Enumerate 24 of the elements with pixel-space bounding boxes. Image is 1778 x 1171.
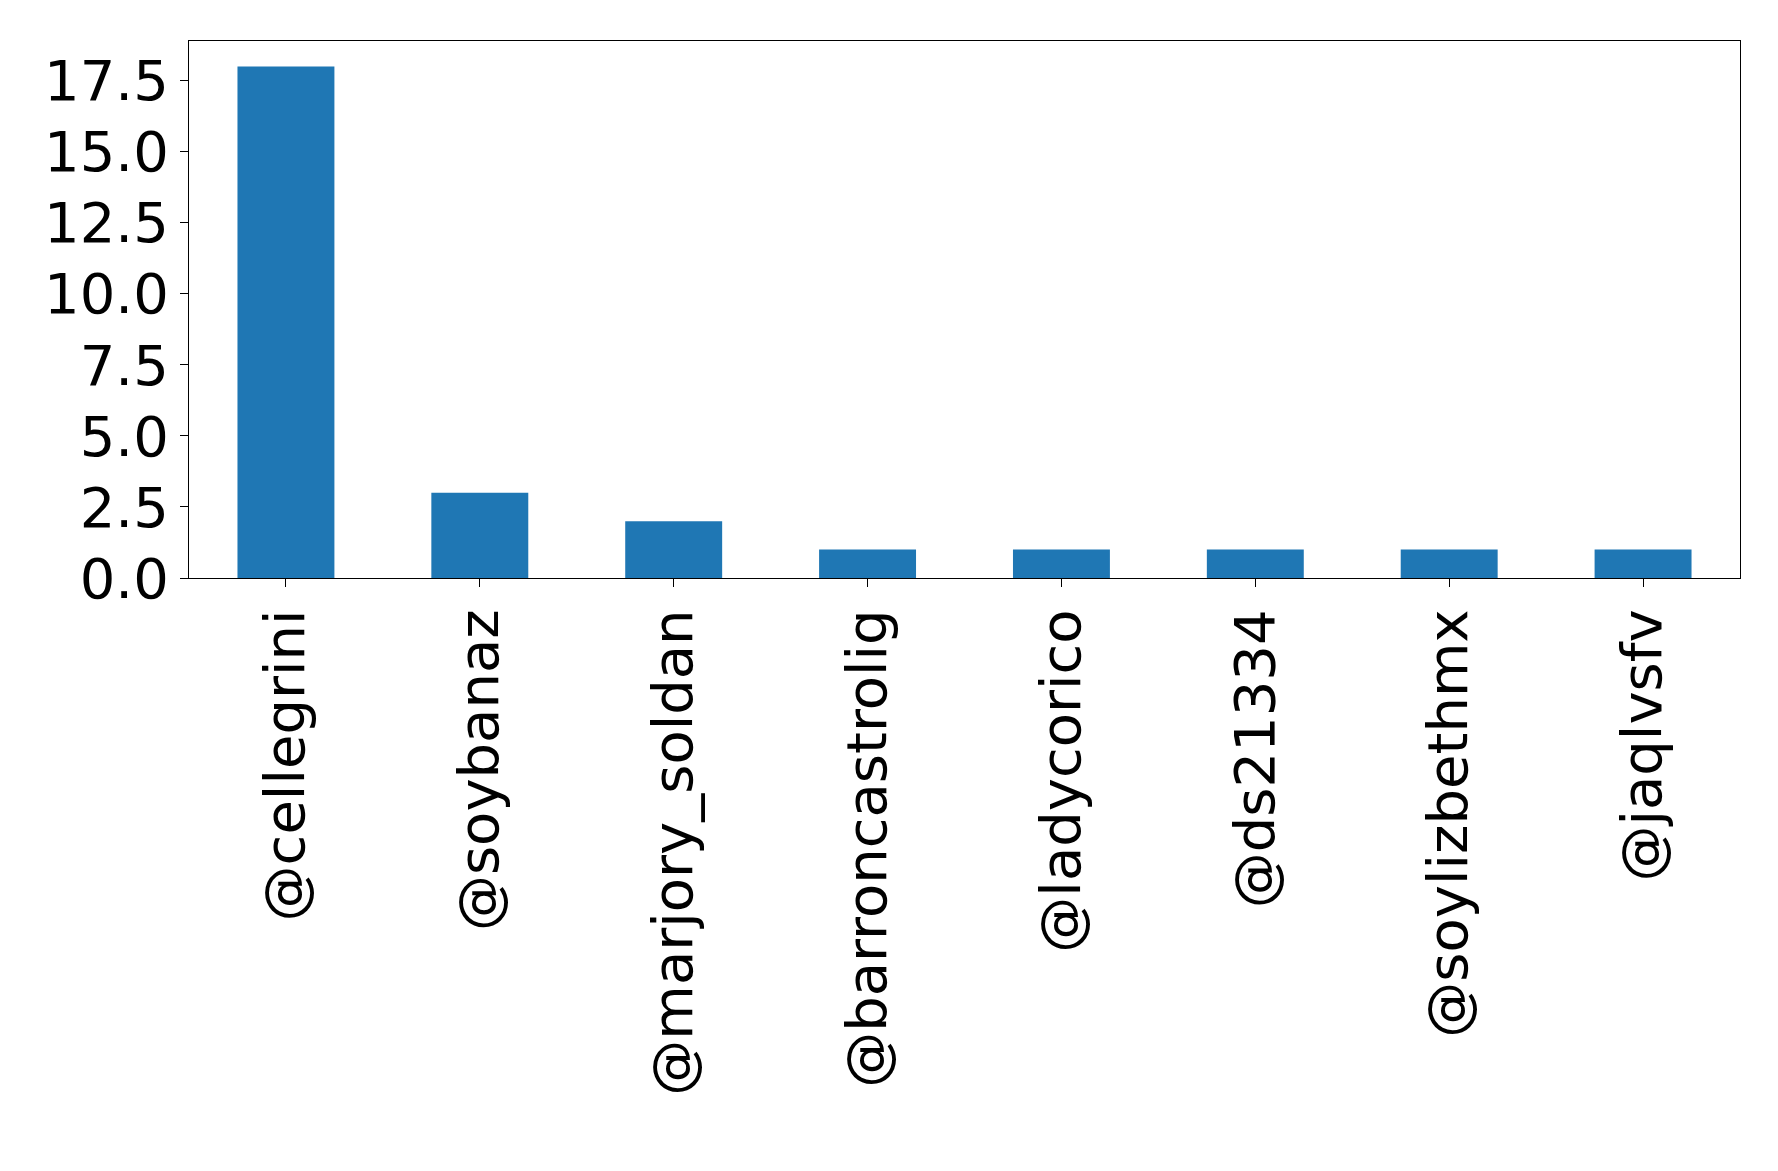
x-tick-label: @soylizbethmx <box>1415 609 1481 1038</box>
bar <box>1206 549 1304 578</box>
bar <box>1012 549 1110 578</box>
bar <box>1400 549 1498 578</box>
bar <box>431 492 529 578</box>
x-tick-label: @ds21334 <box>1221 609 1287 909</box>
y-tick-label: 5.0 <box>79 403 169 469</box>
bar <box>1594 549 1692 578</box>
y-tick-label: 10.0 <box>44 261 169 327</box>
y-tick-label: 2.5 <box>79 474 169 540</box>
y-tick-label: 17.5 <box>44 48 169 114</box>
y-tick-label: 15.0 <box>44 119 169 185</box>
x-tick-label: @barroncastrolig <box>833 609 899 1088</box>
x-tick-label: @ladycorico <box>1027 609 1093 953</box>
y-tick-label: 0.0 <box>79 545 169 611</box>
x-tick-label: @cellegrini <box>252 609 318 922</box>
y-tick-label: 7.5 <box>79 332 169 398</box>
x-tick-label: @marjory_soldan <box>639 609 705 1096</box>
y-tick-label: 12.5 <box>44 190 169 256</box>
x-tick-label: @soybanaz <box>446 609 512 932</box>
bar <box>237 66 335 578</box>
x-tick-label: @jaqlvsfv <box>1609 609 1675 882</box>
bar <box>625 521 723 578</box>
bar <box>819 549 917 578</box>
